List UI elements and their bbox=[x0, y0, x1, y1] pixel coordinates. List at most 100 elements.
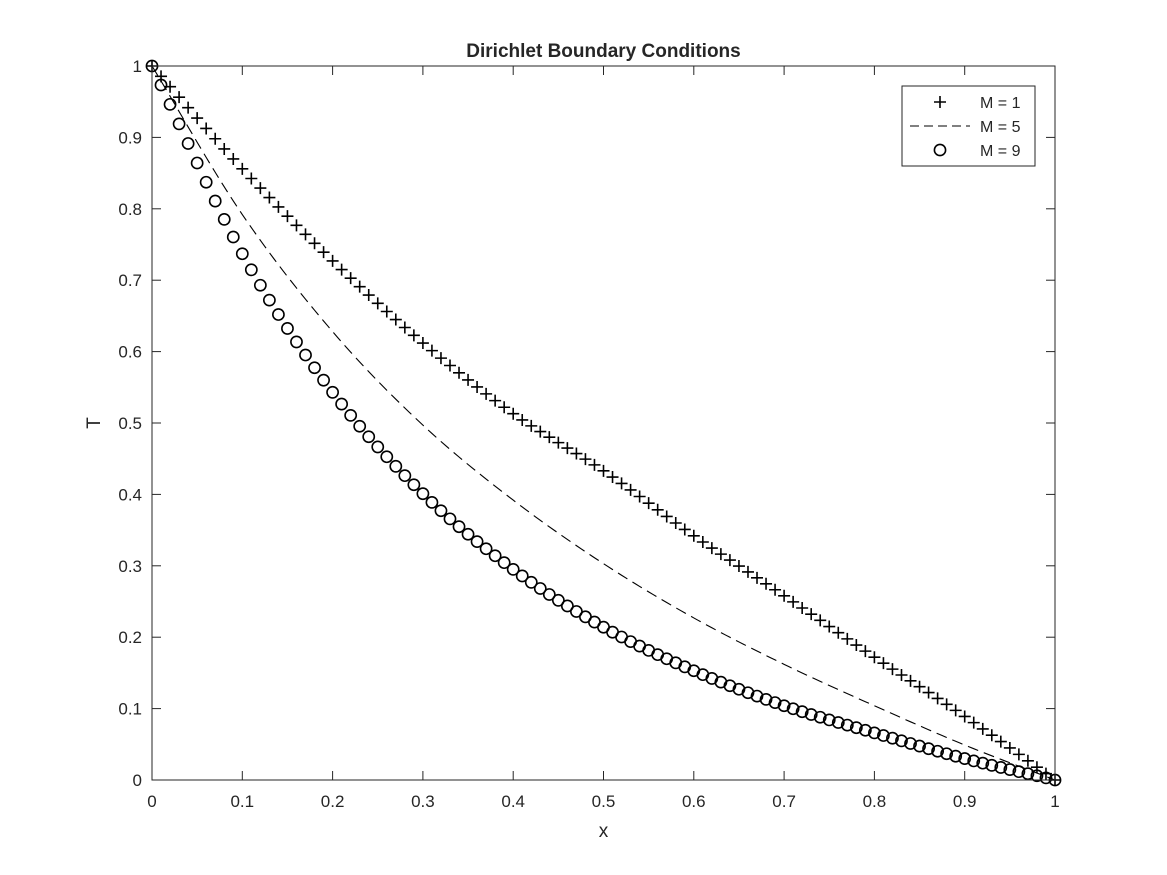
plus-marker bbox=[778, 589, 791, 602]
plus-marker bbox=[958, 710, 971, 723]
plus-marker bbox=[1012, 748, 1025, 761]
circle-marker bbox=[1012, 765, 1026, 779]
plus-marker bbox=[525, 419, 538, 432]
plus-marker bbox=[579, 453, 592, 466]
legend-label: M = 5 bbox=[980, 119, 1021, 136]
plus-marker bbox=[714, 548, 727, 561]
circle-marker bbox=[849, 721, 863, 735]
plus-marker bbox=[371, 297, 384, 310]
plus-marker bbox=[949, 704, 962, 717]
circle-marker bbox=[452, 520, 466, 534]
plus-marker bbox=[994, 735, 1007, 748]
x-tick-label: 0.2 bbox=[321, 792, 345, 811]
circle-marker bbox=[1039, 771, 1053, 785]
plus-marker bbox=[615, 477, 628, 490]
plus-marker bbox=[254, 182, 267, 195]
plus-marker bbox=[543, 431, 556, 444]
circle-marker bbox=[976, 756, 990, 770]
circle-marker bbox=[479, 542, 493, 556]
plus-marker bbox=[326, 254, 339, 267]
plus-marker bbox=[751, 571, 764, 584]
plus-marker bbox=[534, 425, 547, 438]
circle-marker bbox=[181, 137, 195, 150]
circle-marker bbox=[208, 194, 222, 208]
circle-marker bbox=[542, 588, 556, 601]
x-tick-label: 1 bbox=[1050, 792, 1059, 811]
plus-marker bbox=[1021, 754, 1034, 767]
plus-marker bbox=[931, 692, 944, 705]
plus-marker bbox=[850, 639, 863, 652]
axes: 0 0.1 0.2 0.3 0.4 0.5 0.6 0.7 0.8 0.9 1 0 0.1 0.2 0.3 0… bbox=[118, 57, 1059, 811]
circle-marker bbox=[172, 117, 186, 131]
plus-marker bbox=[290, 219, 303, 232]
circle-marker bbox=[877, 729, 890, 742]
circle-marker bbox=[235, 247, 249, 261]
circle-marker bbox=[443, 512, 457, 526]
circle-marker bbox=[777, 699, 791, 713]
circle-marker bbox=[398, 469, 412, 483]
plus-marker bbox=[561, 442, 574, 455]
plus-marker bbox=[453, 366, 466, 379]
plus-marker bbox=[272, 200, 285, 213]
plus-marker bbox=[462, 373, 475, 386]
circle-marker bbox=[533, 582, 547, 595]
plus-marker bbox=[155, 70, 168, 83]
y-tick-label: 0.5 bbox=[118, 414, 142, 433]
circle-marker bbox=[922, 742, 935, 756]
plus-marker bbox=[904, 674, 917, 687]
circle-marker bbox=[371, 440, 385, 454]
plus-marker bbox=[344, 272, 357, 285]
circle-marker bbox=[353, 419, 367, 433]
plus-marker bbox=[976, 722, 989, 735]
circle-marker bbox=[1030, 769, 1044, 783]
circle-marker bbox=[272, 308, 285, 321]
plus-marker bbox=[922, 686, 935, 699]
plus-marker bbox=[678, 523, 691, 536]
circle-marker bbox=[154, 78, 168, 92]
circle-marker bbox=[470, 535, 484, 549]
x-axis-label: x bbox=[599, 821, 609, 842]
circle-marker bbox=[913, 739, 926, 753]
circle-marker bbox=[750, 689, 764, 703]
circle-marker bbox=[299, 348, 312, 362]
plus-marker bbox=[732, 560, 745, 573]
circle-marker bbox=[335, 397, 349, 411]
plus-marker bbox=[182, 101, 195, 114]
y-tick-label: 0.1 bbox=[118, 700, 142, 719]
circle-marker bbox=[958, 752, 972, 765]
plus-marker bbox=[416, 337, 429, 350]
circle-marker bbox=[768, 696, 782, 710]
plus-marker bbox=[633, 490, 646, 503]
circle-marker bbox=[994, 761, 1008, 774]
circle-marker bbox=[1003, 763, 1017, 776]
y-tick-label: 1 bbox=[133, 57, 142, 76]
circle-marker bbox=[434, 504, 448, 518]
plus-marker bbox=[723, 554, 736, 567]
series-line-m5 bbox=[151, 65, 1056, 781]
circle-marker bbox=[326, 385, 339, 399]
plus-marker bbox=[760, 577, 773, 590]
circle-marker bbox=[840, 718, 854, 732]
circle-marker bbox=[858, 723, 872, 737]
legend-item-1: M = 1 bbox=[934, 95, 1021, 112]
plus-marker bbox=[805, 608, 818, 621]
circle-marker bbox=[217, 212, 231, 226]
plus-marker bbox=[606, 471, 619, 484]
y-tick-label: 0.4 bbox=[118, 485, 142, 504]
circle-marker bbox=[407, 478, 421, 492]
circle-marker bbox=[524, 575, 538, 589]
y-axis-label: T bbox=[84, 417, 105, 429]
x-tick-label: 0.8 bbox=[863, 792, 887, 811]
plus-marker bbox=[489, 394, 502, 407]
circle-marker bbox=[813, 710, 827, 724]
legend: M = 1 M = 5 M = 9 bbox=[901, 85, 1036, 167]
plus-marker bbox=[200, 122, 213, 135]
circle-marker bbox=[308, 361, 321, 375]
circle-marker bbox=[461, 527, 475, 541]
circle-marker bbox=[290, 335, 303, 349]
plus-marker bbox=[859, 645, 872, 658]
plus-marker bbox=[380, 305, 393, 318]
circle-marker bbox=[940, 747, 954, 761]
x-tick-label: 0.1 bbox=[230, 792, 254, 811]
circle-marker bbox=[488, 549, 502, 563]
